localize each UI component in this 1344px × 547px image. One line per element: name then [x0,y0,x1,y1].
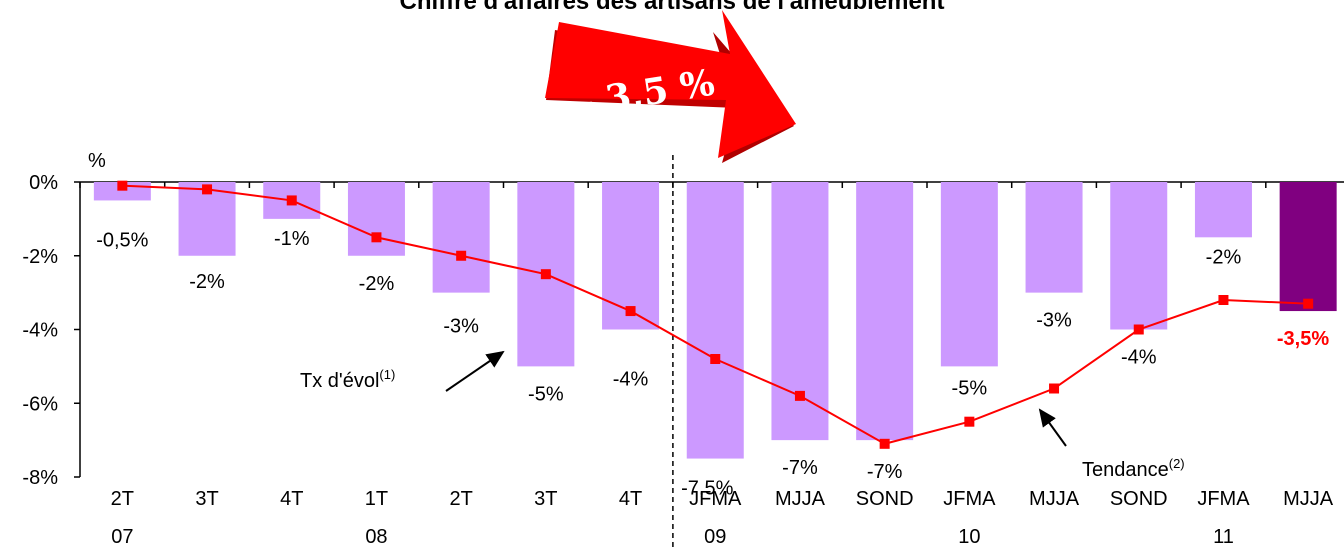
bar-value-label: -2% [359,273,395,295]
x-tick-label: JFMA [689,488,742,510]
trend-point [286,195,297,206]
bar [940,182,998,367]
bar [1194,182,1252,238]
bar-value-label: -3% [443,316,479,338]
trend-point [540,269,551,280]
bar [1025,182,1083,293]
y-tick-label: -2% [22,246,58,268]
bar-value-label: -7% [867,461,903,483]
trend-annotation-arrow [1038,408,1067,447]
trend-point [964,416,975,427]
callout-arrow [545,10,796,163]
bar-value-label: -5% [952,377,988,399]
bar [602,182,660,330]
trend-point [625,306,636,317]
y-tick-label: -8% [22,467,58,489]
bars [93,182,1337,459]
bar [856,182,914,441]
bar [347,182,405,256]
bar-value-label: -1% [274,228,310,250]
chart-title: Chiffre d'affaires des artisans de l'ame… [399,0,945,15]
x-tick-year-label: 07 [111,526,133,547]
trend-point [1218,295,1229,305]
x-tick-label: 4T [619,488,642,510]
trend-point [1133,324,1144,335]
trend-point [117,180,128,191]
evol-annotation-arrow [445,350,505,392]
x-tick-label: MJJA [1029,488,1080,510]
bar-value-label: -5% [528,383,564,405]
trend-point [202,184,213,195]
trend-point [794,390,805,401]
trend-annotation-sup: (2) [1169,456,1185,471]
tick-labels: 0% -2% -4% -6% -8% 2T 07 3T 4T 1T 08 2T 3T 4T JFMA 09 MJ… [22,172,1333,547]
evol-annotation: Tx d'évol(1) [300,367,395,392]
bar [771,182,829,441]
x-tick-label: 1T [365,488,388,510]
y-unit-label: % [88,150,106,172]
x-tick-label: SOND [1110,488,1168,510]
x-tick-label: 2T [111,488,134,510]
trend-annotation-label: Tendance [1082,459,1169,481]
y-tick-label: -6% [22,393,58,415]
x-tick-year-label: 10 [958,526,980,547]
x-tick-label: MJJA [775,488,826,510]
x-tick-label: SOND [856,488,914,510]
bar-value-label: -2% [1206,246,1242,268]
x-tick-label: 2T [449,488,472,510]
bar-value-label: -7,5% [681,478,733,500]
x-tick-label: JFMA [1197,488,1250,510]
bar [1110,182,1168,330]
x-tick-label: 3T [534,488,557,510]
x-tick-year-label: 11 [1213,526,1234,547]
bar-value-label: -3% [1036,310,1072,332]
trend-point [1049,383,1060,394]
x-tick-label: 4T [280,488,303,510]
x-tick-year-label: 08 [365,526,387,547]
bar-value-label: -7% [782,457,818,479]
evol-annotation-label: Tx d'évol [300,370,379,392]
bar-value-label: -4% [1121,347,1157,369]
bar [432,182,490,293]
y-tick-label: 0% [29,172,58,194]
x-tick-label: MJJA [1283,488,1334,510]
bar [1279,182,1337,312]
evol-annotation-sup: (1) [379,367,395,382]
trend-point [371,232,382,243]
trend-point [710,354,721,364]
bar-value-label: -2% [189,271,225,293]
trend-point [1303,298,1314,309]
trend-point [456,250,467,261]
trend-point [879,438,890,449]
y-tick-label: -4% [22,320,58,342]
bar-value-label: -3,5% [1277,328,1329,350]
bar-value-label: -0,5% [96,229,148,251]
trend-line [117,180,1314,449]
x-tick-label: JFMA [943,488,996,510]
bar [686,182,744,459]
x-tick-year-label: 09 [704,526,726,547]
trend-annotation: Tendance(2) [1082,456,1185,481]
data-labels: -0,5% -2% -1% -2% -3% -5% -4% -7,5% -7% -7% -5% -3%… [96,228,1329,500]
x-tick-label: 3T [195,488,218,510]
bar-value-label: -4% [613,369,649,391]
